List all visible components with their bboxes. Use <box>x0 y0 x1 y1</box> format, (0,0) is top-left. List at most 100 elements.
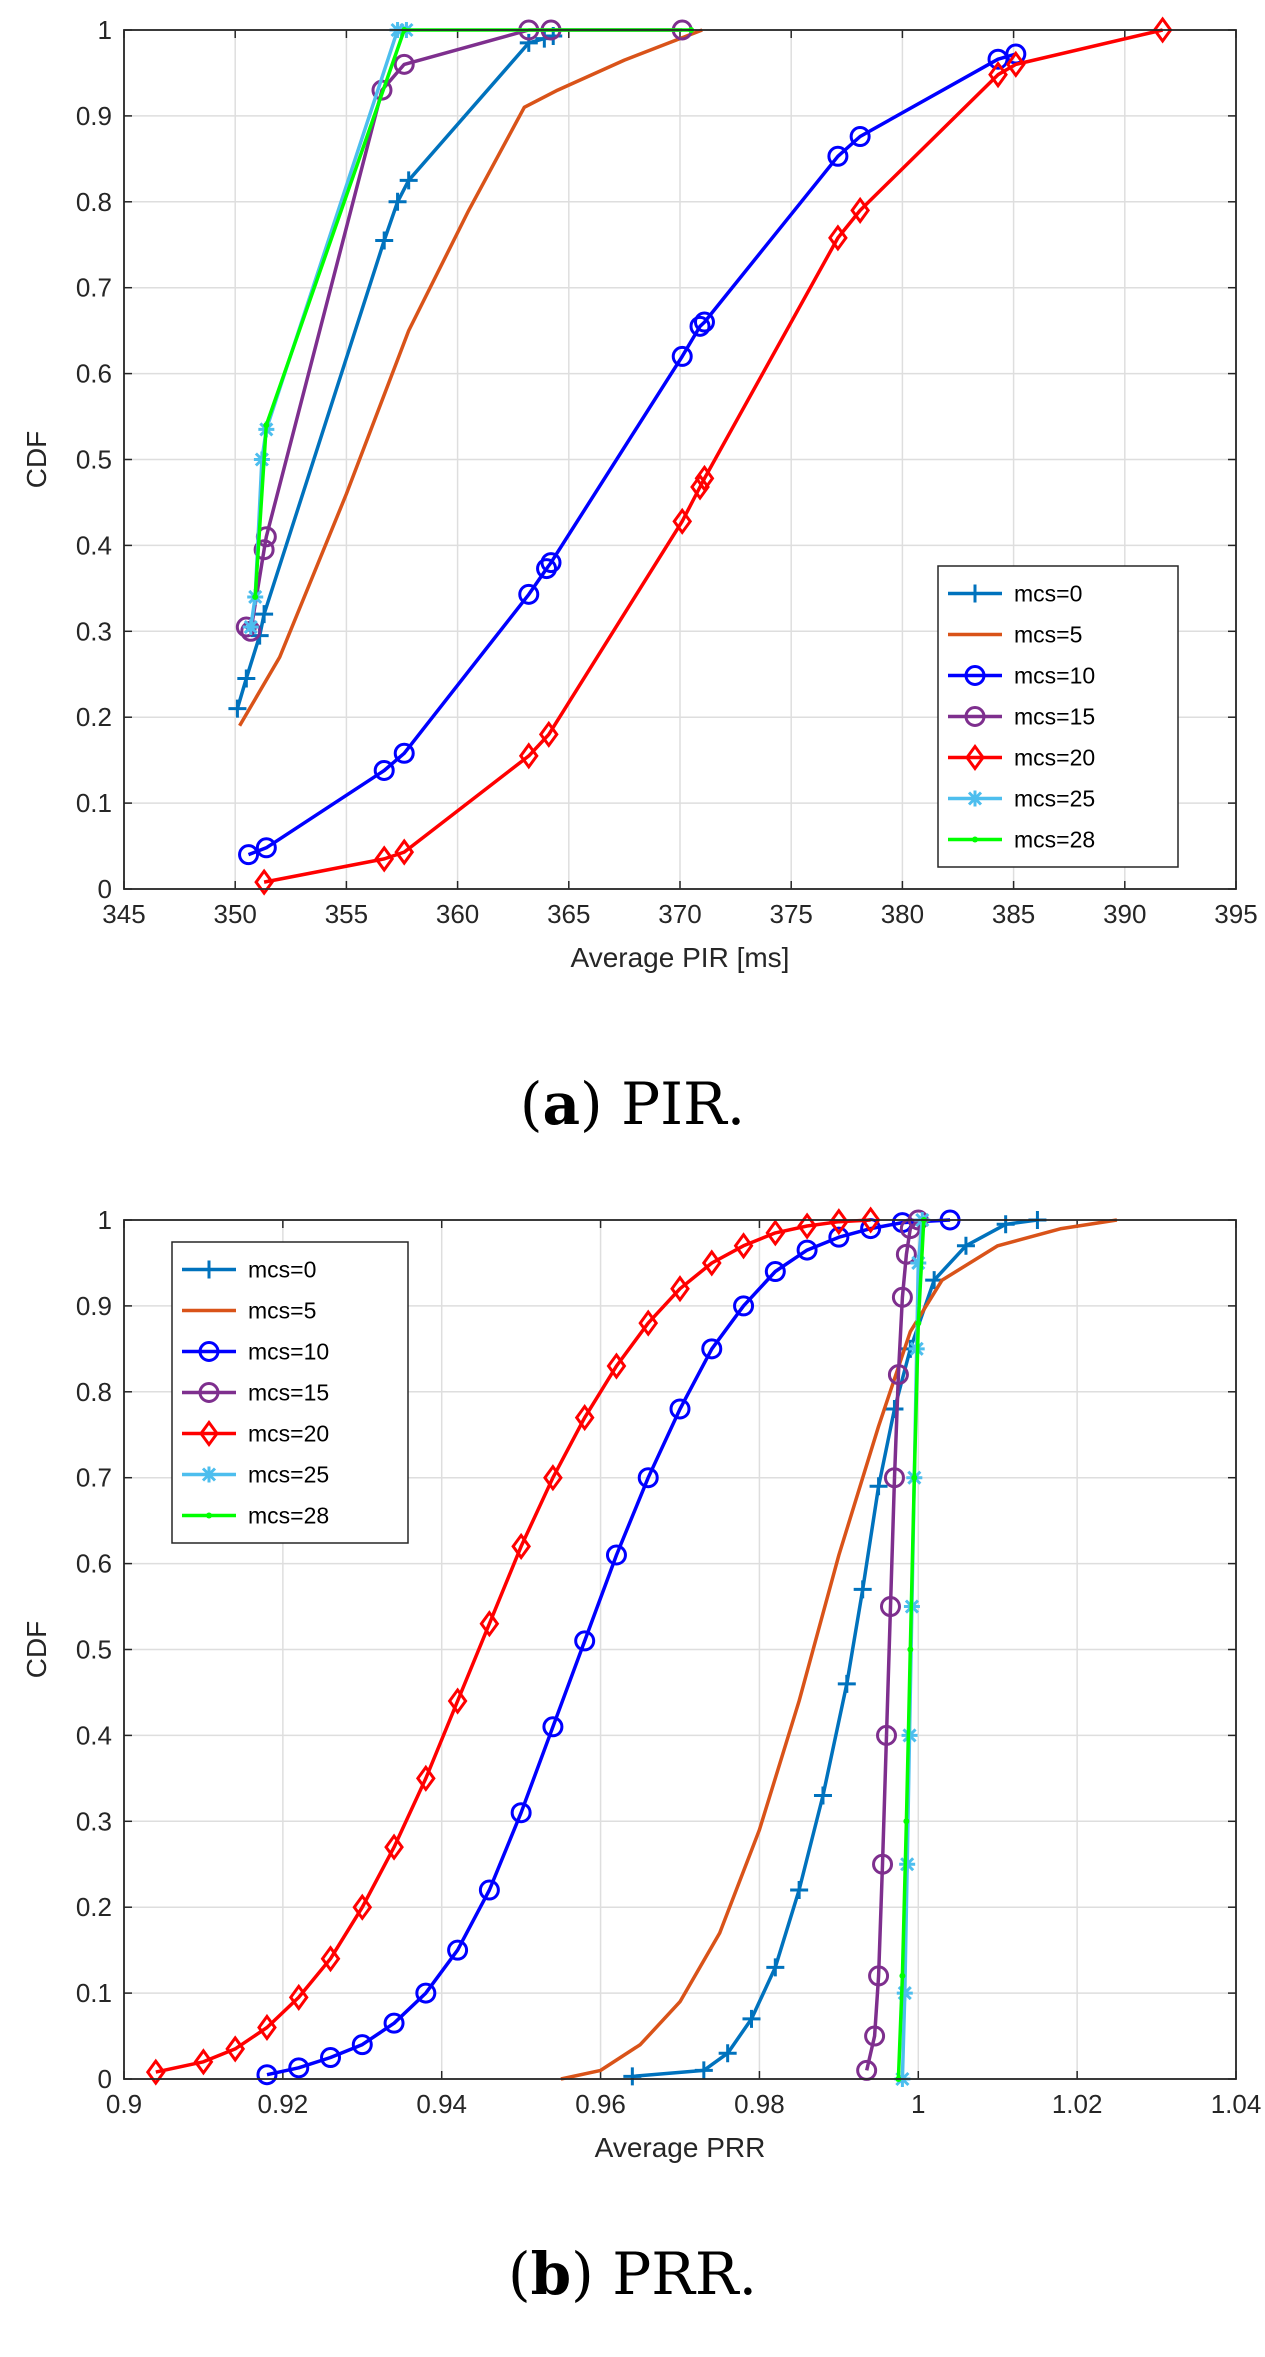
legend-item: mcs=20 <box>182 1419 329 1448</box>
data-point <box>479 1610 500 1638</box>
data-point <box>542 1716 564 1738</box>
data-point <box>733 1295 755 1317</box>
data-point <box>255 605 274 624</box>
data-point <box>518 742 539 770</box>
data-point <box>255 837 277 859</box>
legend: mcs=0 mcs=5 mcs=10 mcs=15 mcs=20 mcs=25 mcs=28 <box>937 565 1179 868</box>
legend-item: mcs=10 <box>182 1339 329 1365</box>
data-point <box>828 224 848 252</box>
legend-label: mcs=20 <box>248 1421 329 1447</box>
data-point <box>393 53 415 75</box>
data-point <box>373 759 395 781</box>
data-point <box>790 1881 809 1900</box>
data-point <box>690 473 710 501</box>
legend-marker <box>201 1466 217 1483</box>
data-point <box>864 2025 886 2047</box>
data-point <box>228 699 247 718</box>
data-point <box>415 1764 436 1792</box>
data-point <box>988 61 1008 89</box>
data-point <box>383 2012 405 2034</box>
legend-marker <box>206 1512 212 1519</box>
data-point <box>883 1467 905 1489</box>
data-point <box>891 1286 913 1308</box>
data-point <box>242 619 259 636</box>
data-point <box>394 838 415 866</box>
y-tick-label: 0.4 <box>76 530 112 560</box>
legend-item: mcs=0 <box>948 581 1082 607</box>
series-line <box>247 52 1017 857</box>
data-point <box>828 1226 850 1248</box>
data-point <box>288 1983 309 2011</box>
legend-label: mcs=10 <box>1014 663 1095 689</box>
data-point <box>766 1958 785 1977</box>
data-point <box>907 1646 914 1653</box>
data-point <box>543 1464 563 1492</box>
data-point <box>813 1786 832 1805</box>
data-point <box>519 33 538 52</box>
data-point <box>225 2035 246 2063</box>
y-tick-label: 0.5 <box>76 1635 112 1665</box>
data-point <box>879 1596 901 1618</box>
data-point <box>853 1580 872 1599</box>
data-point <box>605 1544 627 1566</box>
x-axis-label: Average PIR [ms] <box>571 942 790 973</box>
data-point <box>915 1320 922 1327</box>
data-point <box>415 1982 437 2004</box>
data-point <box>253 451 270 468</box>
caption-b-text: PRR. <box>612 2240 758 2308</box>
legend-marker <box>964 706 986 727</box>
data-point <box>701 1249 722 1277</box>
series-line <box>238 28 703 727</box>
caption-a: (a) PIR. <box>519 1070 746 1138</box>
x-tick-label: 375 <box>770 899 813 929</box>
data-point <box>837 1674 856 1693</box>
legend-label: mcs=15 <box>248 1380 329 1406</box>
data-point <box>320 2047 342 2069</box>
series-line <box>263 28 1163 884</box>
y-tick-label: 1 <box>98 1205 112 1235</box>
data-point <box>478 1879 500 1901</box>
data-point <box>694 464 715 492</box>
data-point <box>511 1532 531 1560</box>
y-tick-label: 0 <box>98 2064 112 2094</box>
x-tick-label: 360 <box>436 899 479 929</box>
data-point <box>384 1833 404 1861</box>
series-mcs-28 <box>895 1217 927 2082</box>
figure-a: 345 350 355 360 365 370 375 380 385 390 395 0 0.1 0.2… <box>0 0 1265 1138</box>
y-axis-label: CDF <box>21 1621 52 1679</box>
legend-item: mcs=28 <box>948 827 1095 853</box>
y-tick-label: 0.9 <box>76 101 112 131</box>
legend-label: mcs=25 <box>248 1462 329 1488</box>
series-line <box>235 34 554 710</box>
y-tick-label: 0.5 <box>76 445 112 475</box>
data-point <box>764 1261 786 1283</box>
data-point <box>399 171 418 190</box>
legend-marker <box>972 836 978 843</box>
x-tick-label: 390 <box>1103 899 1146 929</box>
series-line <box>560 1218 1118 2081</box>
data-point <box>869 1477 888 1496</box>
data-point <box>253 539 275 561</box>
x-tick-label: 0.94 <box>416 2089 467 2119</box>
series-line <box>266 1218 951 2077</box>
data-point <box>911 1474 918 1481</box>
data-point <box>956 1236 975 1255</box>
y-tick-label: 0.8 <box>76 187 112 217</box>
legend-item: mcs=15 <box>182 1380 329 1406</box>
y-axis-label: CDF <box>21 431 52 489</box>
x-tick-label: 0.96 <box>575 2089 626 2119</box>
x-axis-label: Average PRR <box>595 2132 766 2163</box>
data-point <box>670 1275 690 1303</box>
series-line <box>155 1218 871 2074</box>
legend-marker <box>200 1260 218 1279</box>
data-point <box>447 1687 468 1715</box>
x-tick-label: 1.04 <box>1211 2089 1262 2119</box>
data-point <box>694 2061 713 2080</box>
y-tick-label: 0.1 <box>76 788 112 818</box>
y-tick-label: 0.3 <box>76 1806 112 1836</box>
series-layer <box>145 1206 1118 2087</box>
legend-item: mcs=15 <box>948 704 1095 730</box>
axes-box <box>123 29 1237 890</box>
y-tick-label: 0.6 <box>76 1549 112 1579</box>
x-tick-label: 345 <box>102 899 145 929</box>
